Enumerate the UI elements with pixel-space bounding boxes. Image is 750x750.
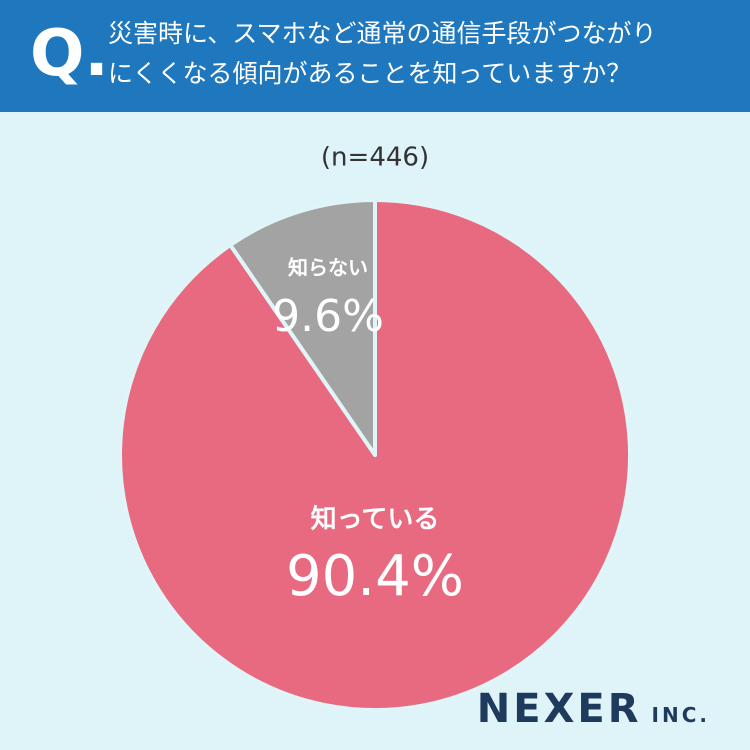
value-label: 90.4%	[286, 544, 464, 609]
chart-subtitle: (n=446)	[321, 143, 429, 173]
chart-title: 災害時に、スマホなど通常の通信手段がつながりにくくなる傾向があることを知っていま…	[108, 19, 657, 88]
header: Q. 災害時に、スマホなど通常の通信手段がつながりにくくなる傾向があることを知っ…	[0, 0, 750, 112]
pie-slice	[228, 198, 377, 457]
brand: NEXER INC.	[477, 686, 710, 732]
slice-label: 知っている	[311, 505, 440, 535]
brand-name: NEXER	[476, 686, 642, 732]
slice-label: 知らない	[288, 256, 368, 280]
value-label: 9.6%	[272, 291, 384, 342]
badge: Q.	[30, 17, 109, 91]
brand-suffix: INC.	[651, 703, 710, 727]
